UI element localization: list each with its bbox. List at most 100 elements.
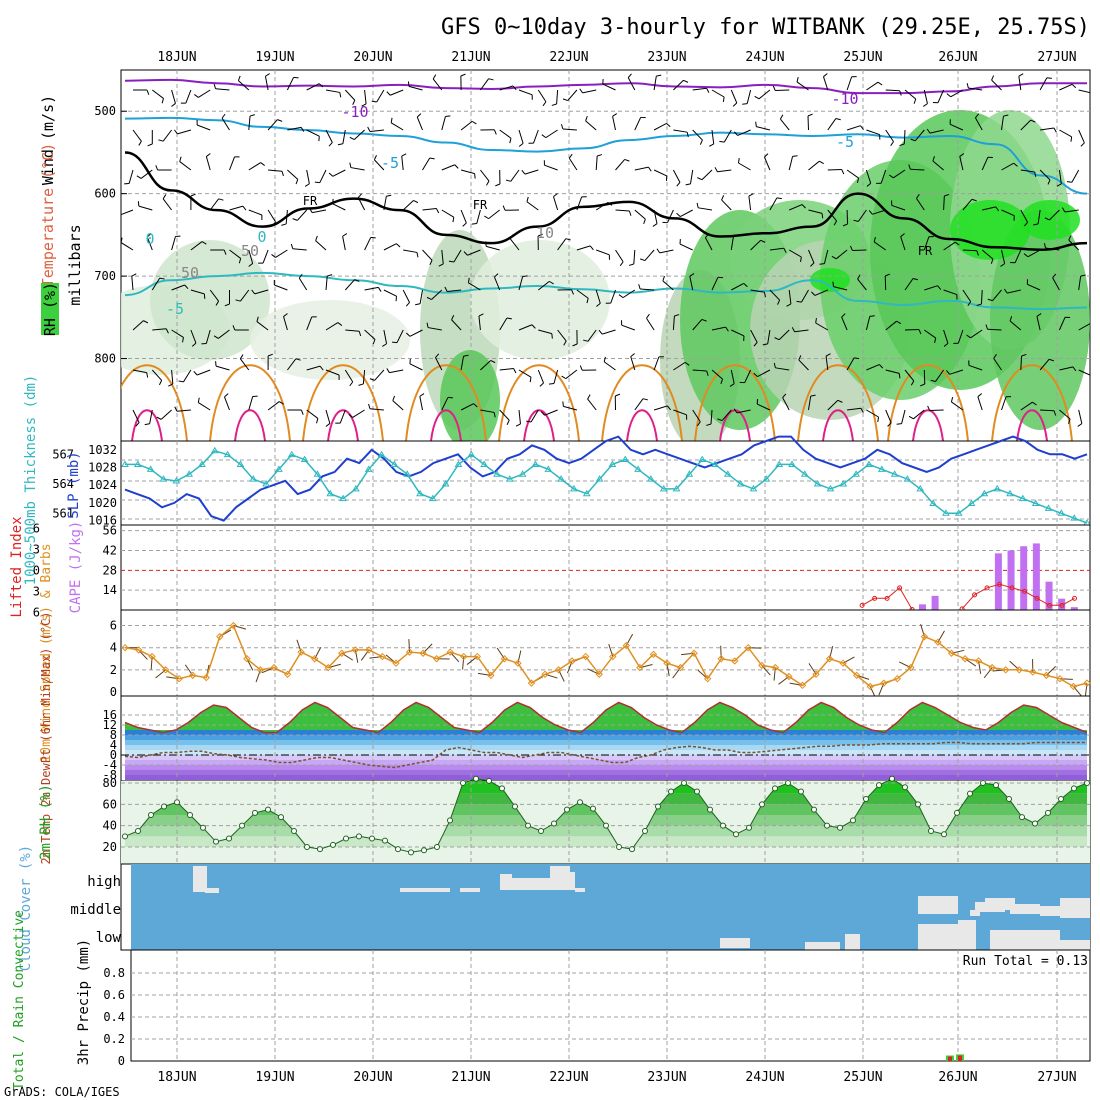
wind10m-speed-point: [1029, 668, 1037, 676]
thickness-slp-frame: [120, 440, 1091, 526]
wind-barb: [615, 159, 626, 171]
wind-barb: [653, 169, 667, 177]
wind-barb: [962, 198, 973, 211]
rh2m-point: [759, 801, 765, 808]
wind-barb-flag: [913, 98, 917, 104]
temp2m-band: [125, 755, 1087, 760]
upper-ylabel-rh: RH (%): [41, 282, 59, 336]
rh2m-point: [291, 828, 297, 834]
contour-label: 0: [257, 228, 266, 246]
wind-barb-flag: [579, 365, 583, 371]
date-label-top: 19JUN: [255, 50, 294, 65]
wind-barb: [721, 199, 732, 211]
rh2m-point: [850, 817, 856, 824]
wind-barb-flag: [444, 286, 448, 292]
wind-barb: [1078, 89, 1090, 94]
wind-barb-flag: [372, 339, 376, 345]
wind-barb: [711, 326, 726, 331]
wind-barb-flag: [260, 162, 265, 166]
precip-ytick: 0.4: [103, 1010, 125, 1024]
wind-barb-flag: [179, 156, 182, 162]
wind-barb: [846, 169, 859, 179]
thickness-marker: [659, 484, 668, 492]
wind-barb: [132, 409, 140, 423]
wind10m-speed-point: [690, 649, 698, 657]
wind-barb-flag: [1003, 114, 1009, 117]
wind-barb: [653, 76, 657, 91]
wind-barb-flag: [896, 320, 902, 325]
thickness-marker: [813, 480, 822, 487]
wind-barb: [612, 116, 616, 131]
temp2m-ytick: 8: [110, 728, 117, 742]
wind10m-speed-point: [947, 649, 956, 657]
wind-barb-flag: [553, 193, 558, 198]
rh2m-point: [499, 785, 505, 792]
wind-barb: [373, 159, 385, 171]
wind10m-speed-point: [744, 643, 752, 652]
wind-barb: [796, 81, 809, 91]
contour-warm-arch: [302, 364, 384, 441]
thickness-marker: [672, 484, 681, 492]
precip-bars: [946, 1054, 964, 1061]
wind-barb: [526, 201, 539, 211]
wind-barb-flag: [178, 380, 184, 383]
wind-barb-flag: [490, 360, 496, 364]
wind-barb: [499, 129, 512, 139]
wind-barb: [750, 239, 762, 251]
wind-barb-flag: [174, 129, 178, 135]
wind-barb-flag: [908, 415, 914, 420]
wind-barb-flag: [853, 219, 859, 222]
wind-barb-flag: [674, 314, 680, 317]
wind10m-speed-point: [974, 657, 983, 665]
wind-barb: [1039, 77, 1048, 91]
wind-barb-flag: [560, 124, 564, 130]
wind-barb: [1068, 239, 1080, 251]
wind-barb: [537, 280, 550, 291]
wind-barb: [914, 129, 925, 142]
wind-barb: [190, 241, 203, 251]
wind-barb-flag: [648, 166, 652, 172]
wind-barb-flag: [642, 398, 648, 401]
wind10m-speed-point: [717, 655, 725, 663]
wind-barb-flag: [349, 136, 355, 140]
wind10m-speed-point: [609, 652, 617, 661]
thickness-marker: [698, 455, 707, 463]
wind-barb: [441, 249, 444, 264]
wind-barb: [630, 356, 636, 371]
wind-barb: [711, 369, 723, 380]
wind-barb-flag: [413, 200, 419, 204]
rh2m-point: [707, 806, 713, 813]
wind-barb: [1049, 209, 1060, 221]
wind-barb-flag: [1034, 171, 1037, 177]
contour-label: 50: [181, 264, 199, 282]
wind-barb-flag: [598, 329, 603, 335]
wind-barb-flag: [612, 113, 618, 117]
wind-barb-flag: [432, 74, 437, 80]
cape-ytick: 28: [103, 563, 117, 577]
wind-barb-flag: [944, 193, 950, 197]
precip-ytick: 0.8: [103, 966, 125, 980]
rh2m-point: [1084, 780, 1090, 786]
wind10m-speed-point: [121, 643, 129, 652]
wind-barb: [248, 209, 263, 216]
rh2m-point: [174, 799, 180, 806]
wind-barb-flag: [182, 337, 184, 343]
wind-barb: [615, 249, 624, 263]
wind-barb: [1001, 249, 1006, 264]
wind-barb-flag: [358, 331, 362, 337]
wind-barb: [306, 169, 310, 184]
wind-barb-flag: [737, 157, 740, 164]
wind-barb: [1078, 409, 1083, 424]
wind10m-speed-point: [514, 659, 522, 667]
temp2m-band: [125, 745, 1087, 750]
wind-barb-flag: [551, 103, 557, 106]
wind-barb: [1064, 209, 1079, 213]
wind-barb-flag: [1032, 401, 1037, 406]
contour-warm-arch: [797, 364, 879, 441]
wind-barb-flag: [927, 405, 931, 411]
wind-barb: [248, 116, 251, 131]
wind-barb: [653, 209, 658, 224]
wind-barb: [196, 124, 211, 131]
wind-barb-flag: [966, 83, 969, 89]
wind-barb-flag: [526, 420, 532, 423]
